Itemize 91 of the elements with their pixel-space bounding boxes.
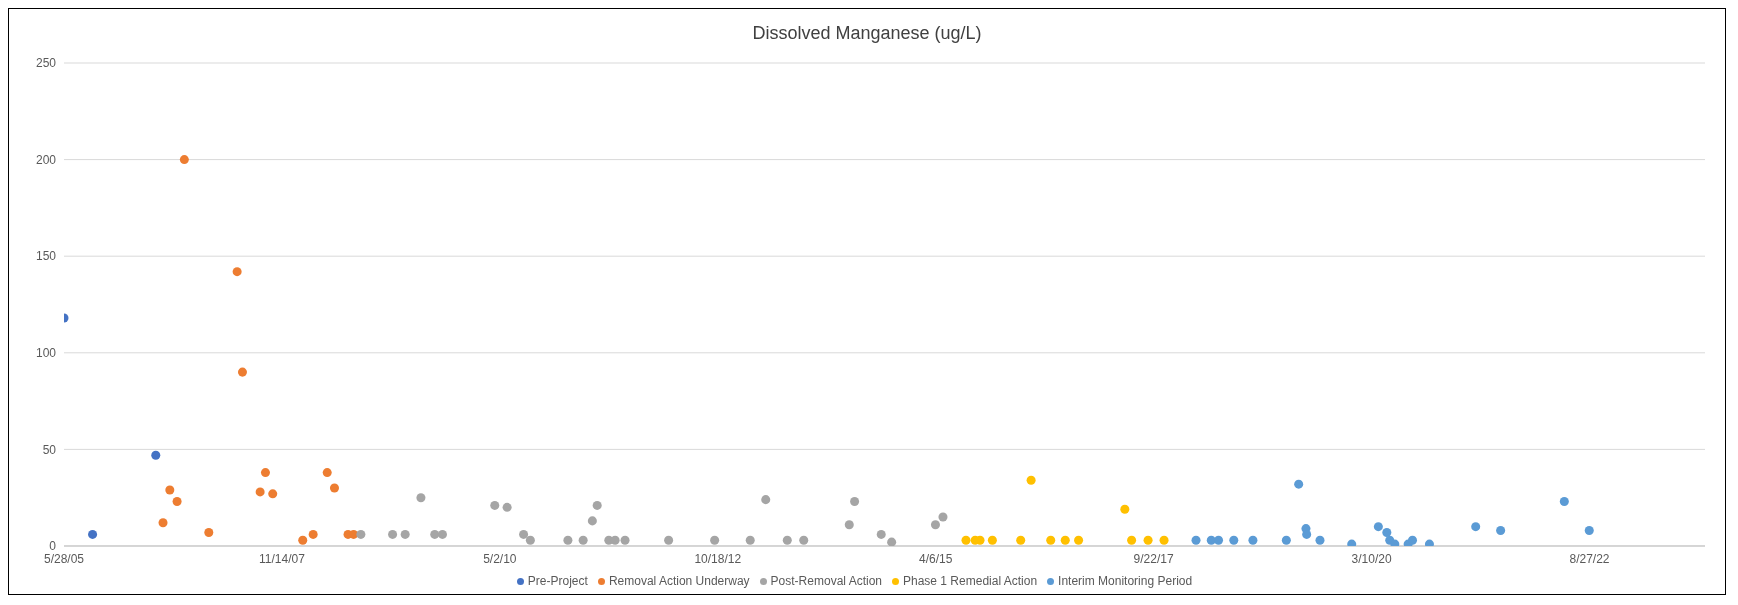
point — [844, 520, 854, 530]
point — [1373, 522, 1383, 532]
point — [1424, 539, 1434, 546]
point — [761, 495, 771, 505]
point — [165, 485, 175, 495]
point — [1143, 535, 1153, 545]
point — [1390, 539, 1400, 546]
point — [416, 493, 426, 503]
point — [298, 535, 308, 545]
x-tick-label: 4/6/15 — [919, 551, 953, 566]
chart-title: Dissolved Manganese (ug/L) — [751, 22, 983, 45]
point — [1046, 535, 1056, 545]
y-tick-label: 0 — [49, 539, 57, 554]
point — [799, 535, 809, 545]
point — [490, 500, 500, 510]
point — [1120, 504, 1130, 514]
point — [592, 500, 602, 510]
point — [204, 527, 214, 537]
point — [1315, 535, 1325, 545]
x-tick-label: 8/27/22 — [1569, 551, 1610, 566]
point — [356, 529, 366, 539]
point — [1214, 535, 1224, 545]
point — [1407, 535, 1418, 545]
point — [232, 267, 242, 277]
x-tick-label: 10/18/12 — [694, 551, 742, 566]
point — [1191, 535, 1201, 545]
point — [710, 535, 720, 545]
point — [664, 535, 674, 545]
x-tick-label: 3/10/20 — [1351, 551, 1392, 566]
y-tick-label: 100 — [35, 346, 57, 361]
point — [158, 518, 168, 528]
point — [1127, 535, 1137, 545]
point — [961, 535, 971, 545]
point — [260, 468, 270, 478]
point — [400, 529, 410, 539]
point — [437, 529, 447, 539]
point — [1060, 535, 1070, 545]
point — [887, 537, 897, 546]
point — [308, 529, 318, 539]
legend-label: Interim Monitoring Period — [1058, 574, 1193, 588]
point — [322, 468, 332, 478]
point — [1584, 526, 1594, 536]
point — [151, 450, 161, 460]
point — [237, 367, 247, 377]
y-tick-label: 150 — [35, 249, 57, 264]
point — [1016, 535, 1026, 545]
point — [620, 535, 630, 545]
y-tick-label: 200 — [35, 152, 57, 167]
point — [172, 497, 182, 507]
point — [502, 502, 512, 512]
point — [782, 535, 792, 545]
point — [745, 535, 755, 545]
point — [563, 535, 573, 545]
point — [850, 497, 860, 507]
point — [430, 529, 440, 539]
point — [525, 535, 535, 545]
point — [1471, 522, 1481, 532]
point — [1347, 539, 1357, 546]
point — [587, 516, 597, 526]
point — [1559, 497, 1569, 507]
legend-label: Removal Action Underway — [608, 574, 750, 588]
point — [179, 155, 189, 165]
point — [578, 535, 588, 545]
legend-label: Phase 1 Remedial Action — [903, 574, 1038, 588]
point — [1294, 479, 1304, 489]
point — [1159, 535, 1169, 545]
point — [1229, 535, 1239, 545]
point — [329, 483, 339, 493]
y-tick-label: 50 — [42, 442, 57, 457]
point — [1248, 535, 1258, 545]
point — [255, 487, 265, 497]
point — [938, 512, 948, 522]
point — [1026, 475, 1036, 485]
point — [930, 520, 940, 530]
point — [1496, 526, 1506, 536]
x-tick-label: 11/14/07 — [259, 551, 306, 566]
point — [987, 535, 997, 545]
point — [519, 529, 529, 539]
point — [1382, 527, 1392, 537]
point — [876, 529, 886, 539]
legend-label: Post-Removal Action — [770, 574, 882, 588]
point — [1281, 535, 1291, 545]
y-tick-label: 250 — [35, 56, 57, 71]
point — [388, 529, 398, 539]
point — [88, 529, 98, 539]
x-tick-label: 5/2/10 — [483, 551, 517, 566]
point — [268, 489, 278, 499]
x-tick-label: 9/22/17 — [1133, 551, 1174, 566]
legend-label: Pre-Project — [527, 574, 588, 588]
x-tick-label: 5/28/05 — [43, 551, 85, 566]
point — [1074, 535, 1084, 545]
